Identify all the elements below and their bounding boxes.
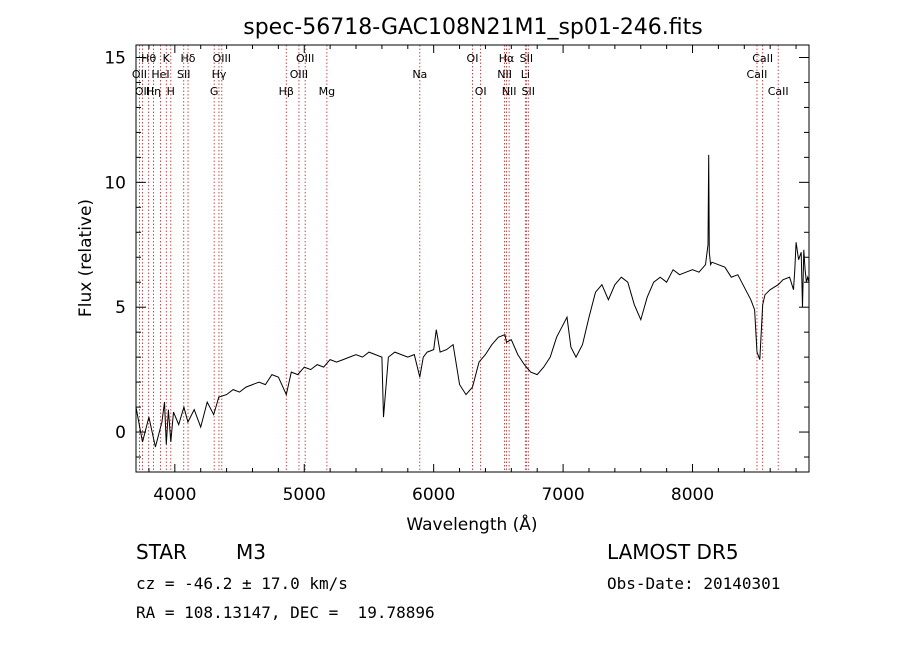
redshift-velocity: cz = -46.2 ± 17.0 km/s	[136, 574, 348, 593]
y-axis-label: Flux (relative)	[76, 199, 96, 317]
line-label-Hγ: Hγ	[212, 68, 227, 81]
line-label-OIII: OIII	[213, 52, 231, 65]
line-label-Hθ: Hθ	[141, 52, 156, 65]
spectral-line-labels: OIIOIIHθHηHeIKHSIIHδGHγOIIIHβOIIIOIIIMgN…	[132, 52, 789, 98]
line-label-Mg: Mg	[319, 85, 335, 98]
y-axis-ticks: 0 5 10 15	[104, 48, 809, 458]
x-tick-label: 5000	[283, 485, 326, 505]
observation-date: Obs-Date: 20140301	[607, 574, 781, 593]
line-label-OI: OI	[475, 85, 487, 98]
line-label-SII: SII	[520, 52, 533, 65]
y-tick-label: 15	[104, 48, 126, 68]
y-tick-label: 0	[115, 423, 126, 443]
line-label-Hα: Hα	[499, 52, 515, 65]
line-label-SII: SII	[177, 68, 190, 81]
chart-title: spec-56718-GAC108N21M1_sp01-246.fits	[243, 15, 703, 40]
x-axis-ticks: 4000 5000 6000 7000 8000	[148, 45, 797, 505]
line-label-HeI: HeI	[151, 68, 169, 81]
line-label-Li: Li	[521, 68, 530, 81]
line-label-Hβ: Hβ	[279, 85, 294, 98]
line-label-OI: OI	[467, 52, 479, 65]
x-tick-label: 6000	[412, 485, 455, 505]
line-label-Hδ: Hδ	[181, 52, 196, 65]
line-label-SII: SII	[522, 85, 535, 98]
line-label-G: G	[210, 85, 219, 98]
survey-name: LAMOST DR5	[607, 540, 739, 564]
line-label-K: K	[163, 52, 171, 65]
spectrum-line	[135, 154, 810, 448]
y-tick-label: 5	[115, 298, 126, 318]
x-tick-label: 7000	[541, 485, 584, 505]
line-label-OIII: OIII	[296, 52, 314, 65]
spectral-line-markers	[139, 45, 779, 472]
line-label-CaII: CaII	[752, 52, 773, 65]
x-tick-label: 4000	[153, 485, 196, 505]
line-label-OII: OII	[135, 85, 150, 98]
plot-frame	[135, 44, 810, 473]
line-label-OII: OII	[132, 68, 147, 81]
sky-coordinates: RA = 108.13147, DEC = 19.78896	[136, 603, 435, 622]
line-label-H: H	[167, 85, 175, 98]
line-label-NII: NII	[502, 85, 517, 98]
line-label-Hη: Hη	[146, 85, 161, 98]
line-label-NII: NII	[497, 68, 512, 81]
line-label-Na: Na	[412, 68, 427, 81]
object-subclass: M3	[236, 540, 266, 564]
x-tick-label: 8000	[671, 485, 714, 505]
y-tick-label: 10	[104, 173, 126, 193]
x-axis-label: Wavelength (Å)	[406, 513, 537, 535]
object-class: STAR	[136, 540, 187, 564]
line-label-CaII: CaII	[768, 85, 789, 98]
line-label-OIII: OIII	[290, 68, 308, 81]
line-label-CaII: CaII	[747, 68, 768, 81]
